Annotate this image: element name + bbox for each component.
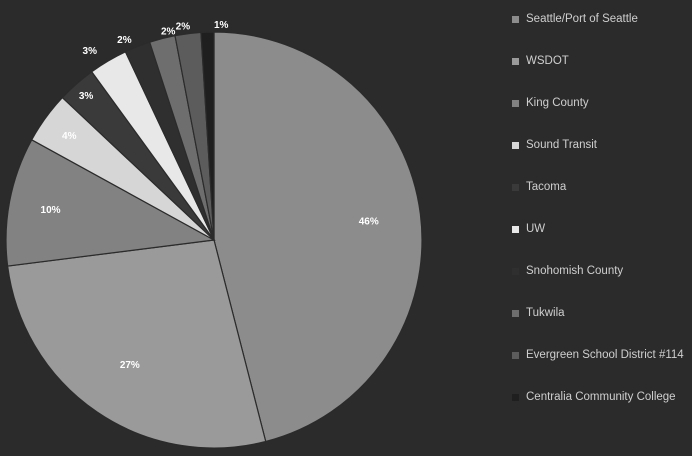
- legend-item-wsdot: WSDOT: [512, 54, 692, 96]
- legend-label: WSDOT: [526, 55, 569, 67]
- legend-item-snohomish-county: Snohomish County: [512, 264, 692, 306]
- legend-label: Evergreen School District #114: [526, 349, 684, 361]
- pie-slice: [6, 239, 267, 449]
- legend-swatch: [512, 184, 519, 191]
- legend-swatch: [512, 394, 519, 401]
- legend-swatch: [512, 100, 519, 107]
- legend-label: Centralia Community College: [526, 391, 676, 403]
- slice-data-label: 2%: [117, 35, 132, 46]
- pie-slice: [200, 31, 215, 241]
- legend-item-evergreen-school-district: Evergreen School District #114: [512, 348, 692, 390]
- legend-label: Seattle/Port of Seattle: [526, 13, 638, 25]
- slice-data-label: 27%: [120, 360, 140, 371]
- slice-data-label: 4%: [62, 131, 77, 142]
- slice-data-label: 3%: [83, 46, 98, 57]
- legend-swatch: [512, 310, 519, 317]
- slice-data-label: 2%: [161, 26, 176, 37]
- legend-label: Tukwila: [526, 307, 565, 319]
- slice-data-label: 2%: [176, 21, 191, 32]
- legend-swatch: [512, 142, 519, 149]
- slice-data-label: 1%: [214, 20, 229, 31]
- pie-slice: [213, 31, 423, 443]
- legend-label: UW: [526, 223, 546, 235]
- legend-swatch: [512, 226, 519, 233]
- legend-item-sound-transit: Sound Transit: [512, 138, 692, 180]
- legend-swatch: [512, 352, 519, 359]
- legend-item-tacoma: Tacoma: [512, 180, 692, 222]
- legend-label: Tacoma: [526, 181, 567, 193]
- legend-swatch: [512, 268, 519, 275]
- legend-item-uw: UW: [512, 222, 692, 264]
- legend-label: King County: [526, 97, 589, 109]
- legend-item-centralia-community-college: Centralia Community College: [512, 390, 692, 432]
- legend-label: Snohomish County: [526, 265, 624, 277]
- slice-data-label: 3%: [79, 91, 94, 102]
- slice-data-label: 46%: [359, 216, 379, 227]
- legend-item-tukwila: Tukwila: [512, 306, 692, 348]
- slice-data-label: 10%: [41, 205, 61, 216]
- legend-swatch: [512, 58, 519, 65]
- pie-slice: [5, 138, 216, 267]
- legend-item-king-county: King County: [512, 96, 692, 138]
- legend-swatch: [512, 16, 519, 23]
- legend-label: Sound Transit: [526, 139, 597, 151]
- legend: Seattle/Port of Seattle WSDOT King Count…: [512, 12, 692, 432]
- legend-item-seattle: Seattle/Port of Seattle: [512, 12, 692, 54]
